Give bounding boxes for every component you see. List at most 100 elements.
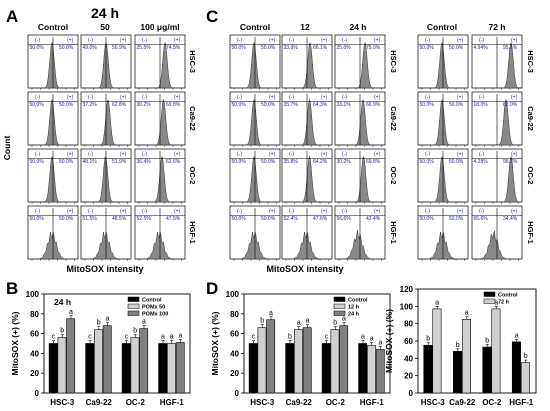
percent-positive: 50.0%	[449, 216, 464, 222]
gate-pos-label: (+)	[511, 95, 518, 101]
gate-pos-label: (+)	[269, 209, 276, 215]
legend-swatch	[333, 303, 346, 309]
significance-letter: b	[524, 353, 528, 360]
bar	[339, 325, 349, 394]
gate-pos-label: (+)	[511, 152, 518, 158]
bar	[285, 343, 295, 394]
gate-pos-label: (+)	[174, 38, 181, 44]
gate-neg-label: (-)	[35, 152, 40, 158]
x-tick-label: OC-2	[326, 398, 346, 407]
significance-letter: a	[361, 334, 365, 341]
gate-pos-label: (+)	[374, 209, 381, 215]
significance-letter: c	[52, 334, 56, 341]
percent-negative: 25.0%	[337, 45, 352, 51]
y-tick-label: 60	[230, 330, 239, 339]
percent-positive: 47.5%	[166, 216, 181, 222]
y-tick-label: 80	[230, 310, 239, 319]
percent-negative: 52.5%	[137, 216, 152, 222]
percent-negative: 30.2%	[137, 102, 152, 108]
percent-negative: 50.0%	[232, 45, 247, 51]
legend-label: Control	[348, 298, 368, 304]
percent-positive: 75.0%	[366, 45, 381, 51]
gate-pos-label: (+)	[321, 152, 328, 158]
gate-pos-label: (+)	[174, 209, 181, 215]
bar	[266, 319, 276, 394]
bar	[85, 343, 95, 394]
histogram-curve	[335, 41, 385, 89]
bar	[158, 343, 168, 394]
percent-negative: 50.0%	[420, 159, 435, 165]
gate-neg-label: (-)	[35, 209, 40, 215]
percent-positive: 64.3%	[313, 102, 328, 108]
legend-label: 12 h	[348, 305, 360, 311]
gate-neg-label: (-)	[289, 209, 294, 215]
gate-pos-label: (+)	[374, 152, 381, 158]
panel-a-col-header: 100 μg/ml	[140, 22, 179, 32]
gate-pos-label: (+)	[321, 95, 328, 101]
significance-letter: a	[494, 299, 498, 306]
histogram-curve	[472, 41, 522, 89]
percent-positive: 50.0%	[59, 216, 74, 222]
histogram-curve	[472, 98, 522, 146]
percent-positive: 50.0%	[449, 159, 464, 165]
gate-neg-label: (-)	[35, 95, 40, 101]
percent-positive: 50.0%	[59, 159, 74, 165]
y-tick-label: 0	[35, 389, 40, 398]
row-label-c72: Ca9-22	[526, 106, 535, 131]
bar	[57, 337, 67, 394]
gate-neg-label: (-)	[237, 209, 242, 215]
gate-neg-label: (-)	[479, 95, 484, 101]
bar	[375, 349, 385, 394]
legend-swatch	[127, 296, 140, 302]
legend-swatch	[333, 310, 346, 316]
gate-pos-label: (+)	[269, 95, 276, 101]
gate-pos-label: (+)	[374, 95, 381, 101]
y-tick-label: 100	[226, 290, 240, 299]
gate-neg-label: (-)	[342, 38, 347, 44]
gate-neg-label: (-)	[237, 152, 242, 158]
percent-negative: 49.0%	[83, 45, 98, 51]
percent-positive: 50.0%	[449, 102, 464, 108]
y-tick-label: 60	[30, 330, 39, 339]
gate-neg-label: (-)	[237, 95, 242, 101]
percent-positive: 69.8%	[366, 159, 381, 165]
x-tick-label: Ca9-22	[86, 398, 113, 407]
gate-neg-label: (-)	[425, 38, 430, 44]
percent-positive: 50.0%	[261, 45, 276, 51]
row-label-c: HSC-3	[389, 50, 398, 73]
percent-negative: 50.0%	[30, 102, 45, 108]
percent-negative: 50.0%	[232, 159, 247, 165]
gate-neg-label: (-)	[142, 38, 147, 44]
bar	[452, 351, 462, 394]
gate-pos-label: (+)	[120, 209, 127, 215]
significance-letter: b	[260, 318, 264, 325]
significance-letter: a	[170, 334, 174, 341]
row-label-c: OC-2	[389, 167, 398, 185]
bar	[302, 327, 312, 394]
gate-neg-label: (-)	[342, 95, 347, 101]
gate-pos-label: (+)	[120, 95, 127, 101]
gate-pos-label: (+)	[174, 152, 181, 158]
percent-negative: 35.7%	[284, 102, 299, 108]
significance-letter: b	[133, 328, 137, 335]
row-label-a: HSC-3	[188, 50, 197, 73]
gate-neg-label: (-)	[88, 209, 93, 215]
gate-pos-label: (+)	[457, 209, 464, 215]
bar	[175, 342, 185, 394]
percent-positive: 50.0%	[261, 159, 276, 165]
y-axis-label: MitoSOX (+) (%)	[10, 311, 20, 375]
panel-a-letter: A	[6, 7, 18, 26]
gate-pos-label: (+)	[457, 95, 464, 101]
gate-pos-label: (+)	[269, 152, 276, 158]
x-tick-label: HSC-3	[50, 398, 75, 407]
percent-negative: 50.0%	[30, 159, 45, 165]
y-axis-label: MitoSOX (+) (%)	[384, 309, 394, 373]
gate-neg-label: (-)	[479, 38, 484, 44]
bar	[248, 343, 258, 394]
legend-swatch	[333, 296, 346, 302]
bar	[423, 345, 433, 394]
bar	[48, 343, 58, 394]
gate-neg-label: (-)	[35, 38, 40, 44]
panel-c-histograms: (-) (+)50.0% 50.0%(-) (+)33.9% 66.1%(-) (+)25…	[229, 34, 523, 261]
